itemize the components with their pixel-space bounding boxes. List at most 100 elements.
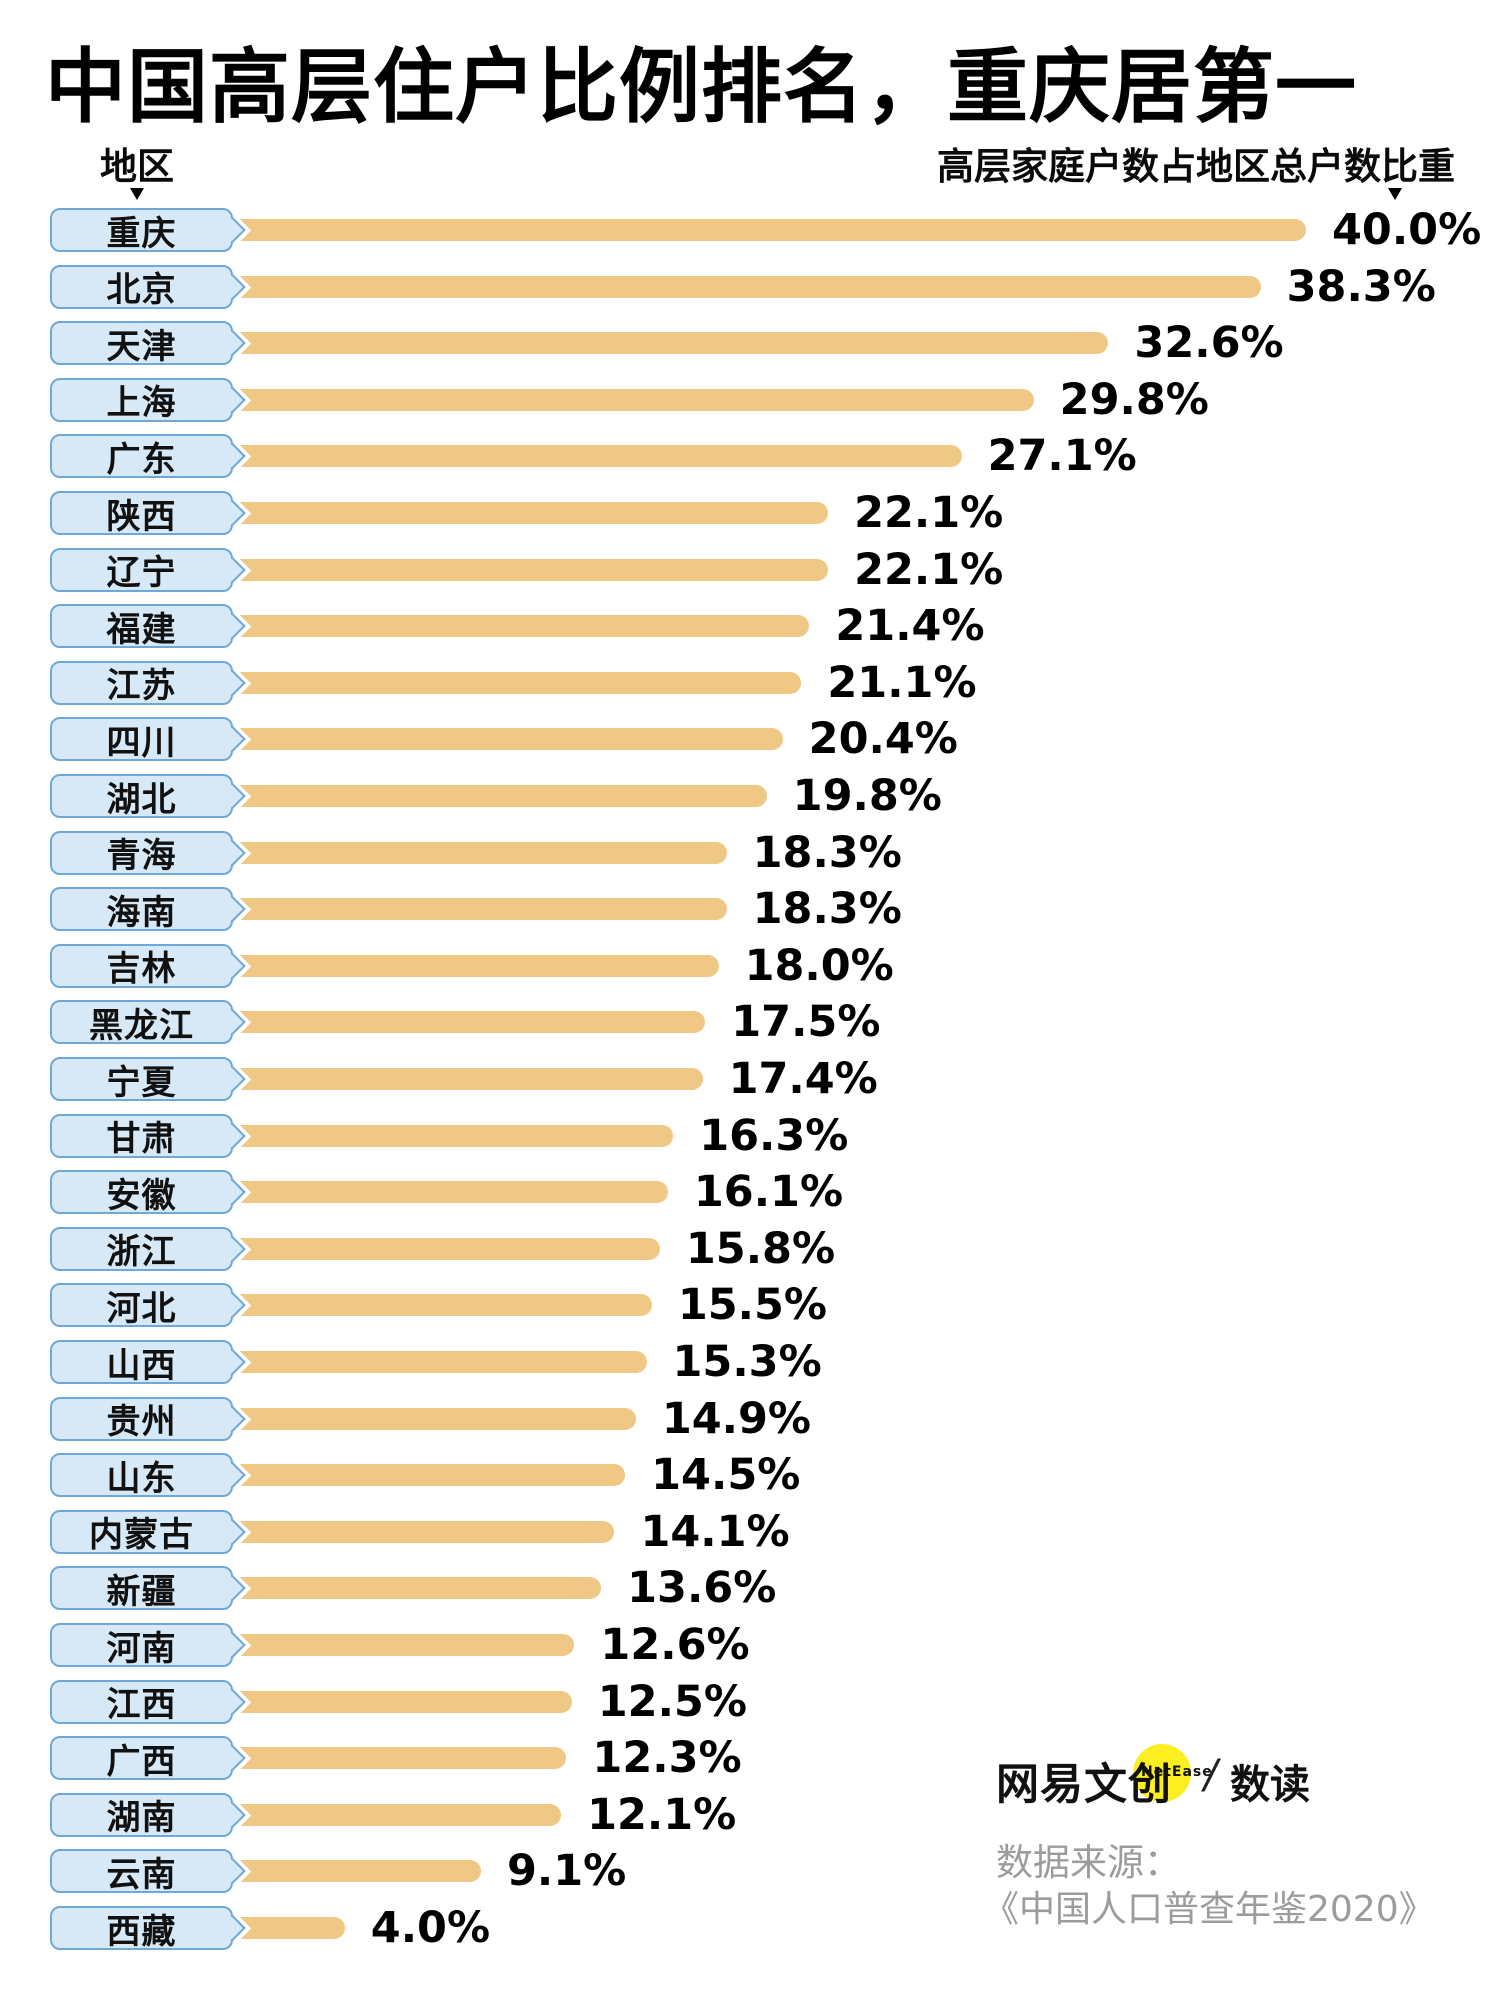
value-column-header: 高层家庭户数占地区总户数比重: [937, 145, 1455, 188]
region-column-marker-icon: [130, 188, 144, 200]
chart-row: 湖南 12.1%: [0, 1790, 1500, 1840]
region-label-box: 辽宁: [50, 547, 233, 593]
region-label-box: 浙江: [50, 1226, 233, 1273]
region-label-box: 青海: [50, 830, 233, 877]
value-label: 18.3%: [752, 827, 902, 878]
chart-row: 青海 18.3%: [0, 827, 1500, 878]
value-label: 16.1%: [693, 1167, 844, 1218]
value-label: 16.3%: [699, 1110, 849, 1161]
region-label-box: 北京: [50, 264, 233, 310]
region-label: 福建: [106, 609, 177, 650]
region-label-box: 天津: [50, 321, 233, 367]
region-label: 四川: [106, 722, 177, 763]
bar: [238, 1294, 652, 1317]
value-label: 21.4%: [835, 601, 985, 652]
region-label: 青海: [106, 836, 177, 877]
bar: [238, 1917, 345, 1939]
region-label-box: 河北: [50, 1283, 233, 1329]
value-label: 14.9%: [661, 1393, 812, 1444]
chart-row: 四川 20.4%: [0, 714, 1500, 765]
region-label-box: 黑龙江: [50, 1000, 233, 1046]
bar: [238, 332, 1109, 355]
bar: [238, 1520, 615, 1543]
region-label-box: 甘肃: [50, 1113, 233, 1160]
region-label-box: 西藏: [50, 1906, 233, 1952]
bar: [238, 1577, 602, 1600]
region-label: 云南: [106, 1854, 177, 1895]
region-label: 山西: [106, 1345, 177, 1386]
region-label: 陕西: [106, 496, 177, 537]
bar: [238, 445, 962, 468]
region-label-box: 山西: [50, 1340, 233, 1386]
region-label-box: 江苏: [50, 660, 233, 707]
value-label: 14.5%: [651, 1450, 801, 1501]
region-label-box: 湖北: [50, 774, 233, 820]
value-label: 22.1%: [854, 488, 1004, 538]
chart-row: 江西 12.5%: [0, 1676, 1500, 1727]
value-label: 32.6%: [1134, 318, 1284, 369]
chart-row: 重庆 40.0%: [0, 205, 1500, 255]
chart-row: 贵州 14.9%: [0, 1393, 1500, 1444]
region-label: 山东: [106, 1458, 177, 1499]
chart-row: 海南 18.3%: [0, 884, 1500, 934]
chart-row: 山东 14.5%: [0, 1450, 1500, 1501]
region-label: 河北: [106, 1288, 177, 1329]
region-label-box: 山东: [50, 1453, 233, 1499]
chart-row: 天津 32.6%: [0, 318, 1500, 369]
value-label: 4.0%: [370, 1903, 491, 1953]
value-label: 20.4%: [808, 714, 958, 765]
region-label-box: 宁夏: [50, 1057, 233, 1103]
chart-row: 内蒙古 14.1%: [0, 1506, 1500, 1557]
chart-row: 湖北 19.8%: [0, 771, 1500, 821]
region-label-box: 四川: [50, 717, 233, 763]
bar: [238, 1011, 706, 1034]
region-label-box: 陕西: [50, 491, 233, 537]
value-label: 21.1%: [827, 657, 977, 708]
value-label: 17.4%: [728, 1054, 878, 1104]
region-label: 河南: [106, 1628, 177, 1669]
region-label: 宁夏: [106, 1062, 177, 1103]
value-label: 12.5%: [597, 1676, 747, 1727]
value-label: 12.3%: [592, 1733, 742, 1784]
value-label: 15.8%: [685, 1223, 836, 1274]
region-label: 新疆: [106, 1571, 177, 1612]
region-label-box: 贵州: [50, 1396, 233, 1443]
bar: [238, 785, 767, 807]
value-column-marker-icon: [1388, 188, 1402, 200]
region-label-box: 广东: [50, 434, 233, 480]
region-label-box: 湖南: [50, 1792, 233, 1838]
region-label: 贵州: [106, 1402, 177, 1443]
chart-row: 山西 15.3%: [0, 1337, 1500, 1387]
value-label: 9.1%: [506, 1846, 627, 1897]
chart-row: 广东 27.1%: [0, 431, 1500, 481]
region-label-box: 上海: [50, 377, 233, 423]
bar: [238, 1237, 660, 1260]
chart-row: 北京 38.3%: [0, 262, 1500, 312]
region-label: 江苏: [106, 666, 177, 707]
region-label: 甘肃: [106, 1119, 177, 1160]
region-label: 浙江: [106, 1232, 177, 1273]
chart-row: 西藏 4.0%: [0, 1903, 1500, 1953]
value-label: 22.1%: [854, 544, 1004, 595]
region-label-box: 新疆: [50, 1566, 233, 1612]
region-label: 广东: [106, 439, 177, 480]
value-label: 18.0%: [744, 940, 894, 991]
region-label: 西藏: [106, 1911, 177, 1952]
bar: [238, 728, 783, 751]
chart-row: 陕西 22.1%: [0, 488, 1500, 538]
chart-row: 江苏 21.1%: [0, 657, 1500, 708]
bar: [238, 1860, 481, 1883]
region-label: 重庆: [106, 213, 177, 254]
chart-row: 广西 12.3%: [0, 1733, 1500, 1784]
bar: [238, 1407, 636, 1430]
bar: [238, 1634, 575, 1656]
bar: [238, 502, 829, 524]
region-label-box: 海南: [50, 887, 233, 933]
region-label: 吉林: [106, 949, 177, 990]
chart-row: 宁夏 17.4%: [0, 1054, 1500, 1104]
bar: [238, 219, 1306, 241]
value-label: 14.1%: [640, 1506, 790, 1557]
chart-row: 吉林 18.0%: [0, 940, 1500, 991]
bar: [238, 1068, 703, 1090]
